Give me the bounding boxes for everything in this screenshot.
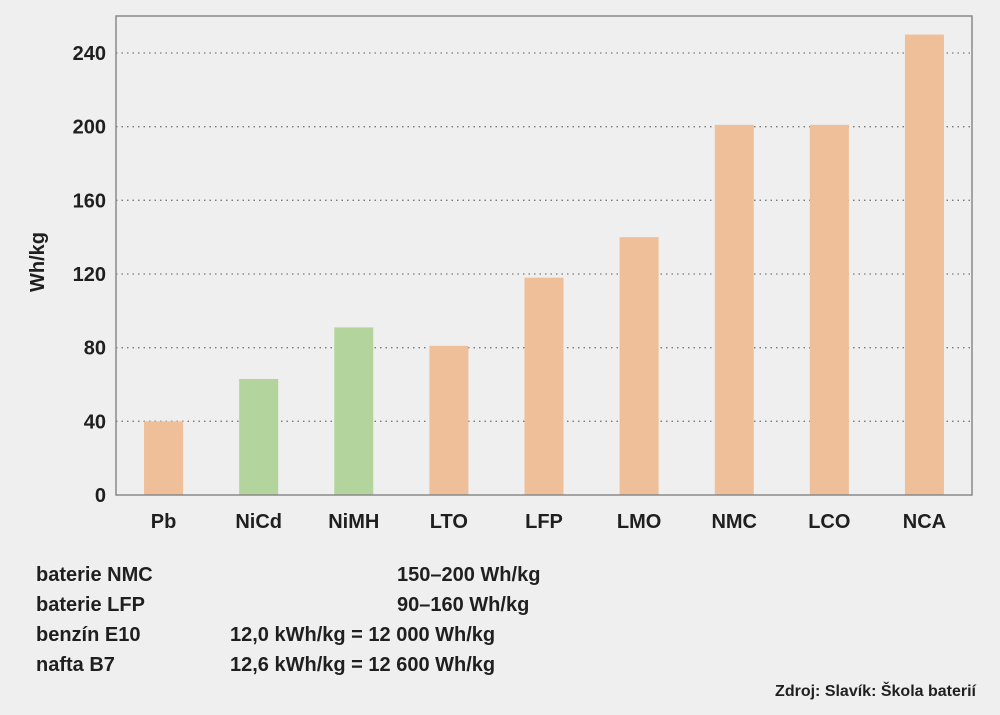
y-axis-ticks: 0 40 80 120 160 200 240	[73, 43, 106, 507]
bar-pb	[144, 421, 184, 495]
y-tick-label: 80	[84, 338, 106, 360]
source-credit: Zdroj: Slavík: Škola baterií	[775, 683, 976, 700]
x-tick-label: LMO	[617, 511, 661, 533]
note-label: baterie NMC	[36, 564, 153, 586]
y-tick-label: 200	[73, 117, 106, 139]
note-value: 12,0 kWh/kg = 12 000 Wh/kg	[230, 624, 496, 646]
bar-nmc	[714, 124, 754, 495]
y-tick-label: 240	[73, 43, 106, 65]
note-value: 12,6 kWh/kg = 12 600 Wh/kg	[230, 654, 496, 676]
bar-nicd	[239, 378, 279, 495]
bar-chart: 0 40 80 120 160 200 240 Pb NiCd NiMH LTO LFP LMO NMC…	[27, 15, 973, 533]
note-label: benzín E10	[36, 624, 141, 646]
x-axis-ticks: Pb NiCd NiMH LTO LFP LMO NMC LCO NCA	[151, 511, 946, 533]
y-tick-label: 160	[73, 190, 106, 212]
x-tick-label: Pb	[151, 511, 177, 533]
bar-lmo	[619, 237, 659, 495]
bars	[144, 34, 944, 495]
y-axis-title: Wh/kg	[27, 232, 49, 292]
x-tick-label: NiCd	[235, 511, 282, 533]
note-label: nafta B7	[36, 654, 115, 676]
x-tick-label: NCA	[903, 511, 946, 533]
bar-lfp	[524, 277, 564, 495]
plot-frame	[115, 15, 973, 496]
note-value: 90–160 Wh/kg	[397, 594, 530, 616]
bar-nimh	[334, 327, 374, 495]
x-tick-label: LTO	[430, 511, 468, 533]
note-value: 150–200 Wh/kg	[397, 564, 541, 586]
bar-lto	[429, 345, 469, 495]
x-tick-label: LFP	[525, 511, 563, 533]
x-tick-label: NMC	[711, 511, 757, 533]
x-tick-label: NiMH	[328, 511, 379, 533]
bar-nca	[904, 34, 944, 495]
bar-lco	[809, 124, 849, 495]
x-tick-label: LCO	[808, 511, 850, 533]
note-label: baterie LFP	[36, 594, 145, 616]
y-tick-label: 40	[84, 411, 106, 433]
y-tick-label: 0	[95, 485, 106, 507]
y-tick-label: 120	[73, 264, 106, 286]
